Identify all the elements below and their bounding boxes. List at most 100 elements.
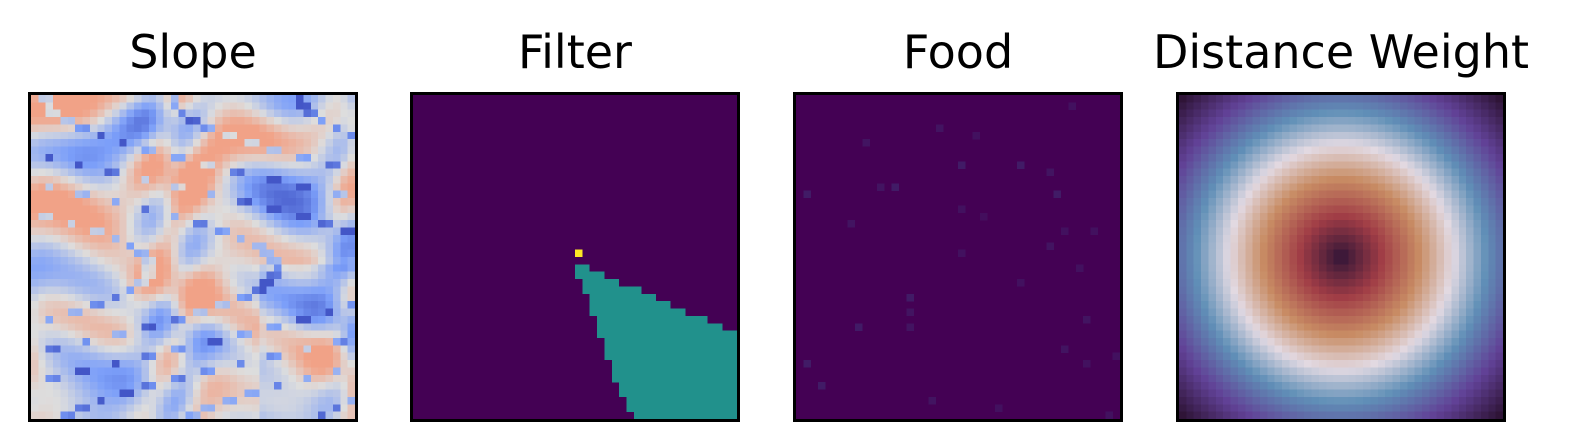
distance-weight-cell bbox=[1444, 212, 1452, 221]
distance-weight-cell bbox=[1436, 242, 1445, 250]
distance-weight-cell bbox=[1422, 227, 1430, 236]
distance-weight-cell bbox=[1282, 360, 1290, 368]
distance-weight-cell bbox=[1215, 227, 1224, 236]
slope-cell bbox=[215, 242, 223, 250]
distance-weight-cell bbox=[1179, 198, 1187, 206]
distance-weight-cell bbox=[1414, 293, 1423, 302]
distance-weight-cell bbox=[1223, 271, 1231, 280]
slope-cell bbox=[134, 190, 142, 199]
distance-weight-cell bbox=[1289, 301, 1297, 309]
distance-weight-cell bbox=[1186, 117, 1194, 125]
slope-cell bbox=[229, 124, 238, 132]
slope-cell bbox=[75, 176, 83, 184]
slope-cell bbox=[318, 382, 326, 390]
slope-cell bbox=[222, 279, 230, 287]
slope-cell bbox=[281, 161, 289, 169]
distance-weight-cell bbox=[1260, 153, 1268, 162]
distance-weight-cell bbox=[1179, 338, 1187, 346]
distance-weight-cell bbox=[1318, 242, 1327, 250]
slope-cell bbox=[244, 352, 253, 361]
slope-cell bbox=[193, 161, 201, 169]
distance-weight-cell bbox=[1399, 374, 1408, 383]
slope-cell bbox=[266, 168, 275, 177]
slope-cell bbox=[134, 271, 142, 280]
slope-cell bbox=[215, 102, 223, 110]
slope-cell bbox=[318, 139, 326, 147]
slope-cell bbox=[97, 271, 105, 280]
slope-cell bbox=[156, 198, 164, 206]
distance-weight-cell bbox=[1179, 176, 1187, 184]
distance-weight-cell bbox=[1282, 389, 1290, 398]
distance-weight-cell bbox=[1429, 234, 1437, 243]
slope-cell bbox=[53, 308, 61, 317]
slope-cell bbox=[310, 124, 319, 132]
slope-cell bbox=[112, 190, 120, 199]
distance-weight-cell bbox=[1208, 131, 1216, 140]
slope-cell bbox=[310, 345, 319, 353]
slope-cell bbox=[141, 352, 149, 361]
slope-cell bbox=[229, 308, 238, 317]
slope-cell bbox=[288, 102, 297, 110]
slope-cell bbox=[207, 95, 216, 103]
distance-weight-cell bbox=[1385, 161, 1393, 169]
distance-weight-cell bbox=[1282, 234, 1290, 243]
slope-cell bbox=[318, 345, 326, 353]
slope-cell bbox=[259, 367, 267, 375]
distance-weight-cell bbox=[1326, 183, 1334, 191]
slope-cell bbox=[325, 102, 334, 110]
distance-weight-cell bbox=[1385, 293, 1393, 302]
slope-cell bbox=[31, 139, 39, 147]
slope-cell bbox=[281, 183, 289, 191]
distance-weight-cell bbox=[1274, 374, 1283, 383]
distance-weight-cell bbox=[1370, 271, 1378, 280]
slope-cell bbox=[303, 293, 311, 302]
distance-weight-cell bbox=[1422, 323, 1430, 331]
slope-cell bbox=[170, 257, 179, 265]
distance-weight-cell bbox=[1348, 411, 1356, 419]
slope-cell bbox=[170, 139, 179, 147]
slope-cell bbox=[134, 279, 142, 287]
slope-cell bbox=[207, 382, 216, 390]
slope-cell bbox=[332, 286, 341, 294]
distance-weight-cell bbox=[1260, 286, 1268, 294]
slope-cell bbox=[112, 227, 120, 236]
slope-cell bbox=[325, 323, 334, 331]
distance-weight-cell bbox=[1407, 146, 1415, 155]
distance-weight-cell bbox=[1215, 374, 1224, 383]
slope-cell bbox=[237, 315, 245, 324]
distance-weight-cell bbox=[1282, 139, 1290, 147]
slope-cell bbox=[288, 264, 297, 272]
slope-cell bbox=[31, 352, 39, 361]
distance-weight-cell bbox=[1311, 102, 1320, 110]
slope-cell bbox=[274, 360, 282, 368]
distance-weight-cell bbox=[1355, 146, 1364, 155]
filter-cone-row bbox=[597, 323, 723, 331]
distance-weight-cell bbox=[1208, 382, 1216, 390]
distance-weight-cell bbox=[1230, 212, 1239, 221]
slope-cell bbox=[296, 205, 304, 213]
slope-cell bbox=[222, 404, 230, 412]
distance-weight-cell bbox=[1274, 124, 1283, 132]
slope-cell bbox=[134, 257, 142, 265]
slope-cell bbox=[193, 411, 201, 419]
distance-weight-cell bbox=[1451, 411, 1459, 419]
distance-weight-cell bbox=[1348, 338, 1356, 346]
distance-weight-cell bbox=[1179, 234, 1187, 243]
distance-weight-cell bbox=[1348, 293, 1356, 302]
slope-cell bbox=[251, 176, 260, 184]
slope-cell bbox=[251, 220, 260, 228]
slope-cell bbox=[178, 95, 186, 103]
distance-weight-cell bbox=[1422, 330, 1430, 339]
distance-weight-cell bbox=[1480, 374, 1489, 383]
distance-weight-cell bbox=[1458, 161, 1467, 169]
slope-cell bbox=[97, 264, 105, 272]
distance-weight-cell bbox=[1488, 264, 1496, 272]
slope-cell bbox=[148, 124, 157, 132]
distance-weight-cell bbox=[1186, 271, 1194, 280]
distance-weight-cell bbox=[1333, 345, 1342, 353]
slope-cell bbox=[97, 139, 105, 147]
slope-cell bbox=[222, 139, 230, 147]
distance-weight-cell bbox=[1179, 242, 1187, 250]
slope-cell bbox=[75, 382, 83, 390]
distance-weight-cell bbox=[1230, 198, 1239, 206]
